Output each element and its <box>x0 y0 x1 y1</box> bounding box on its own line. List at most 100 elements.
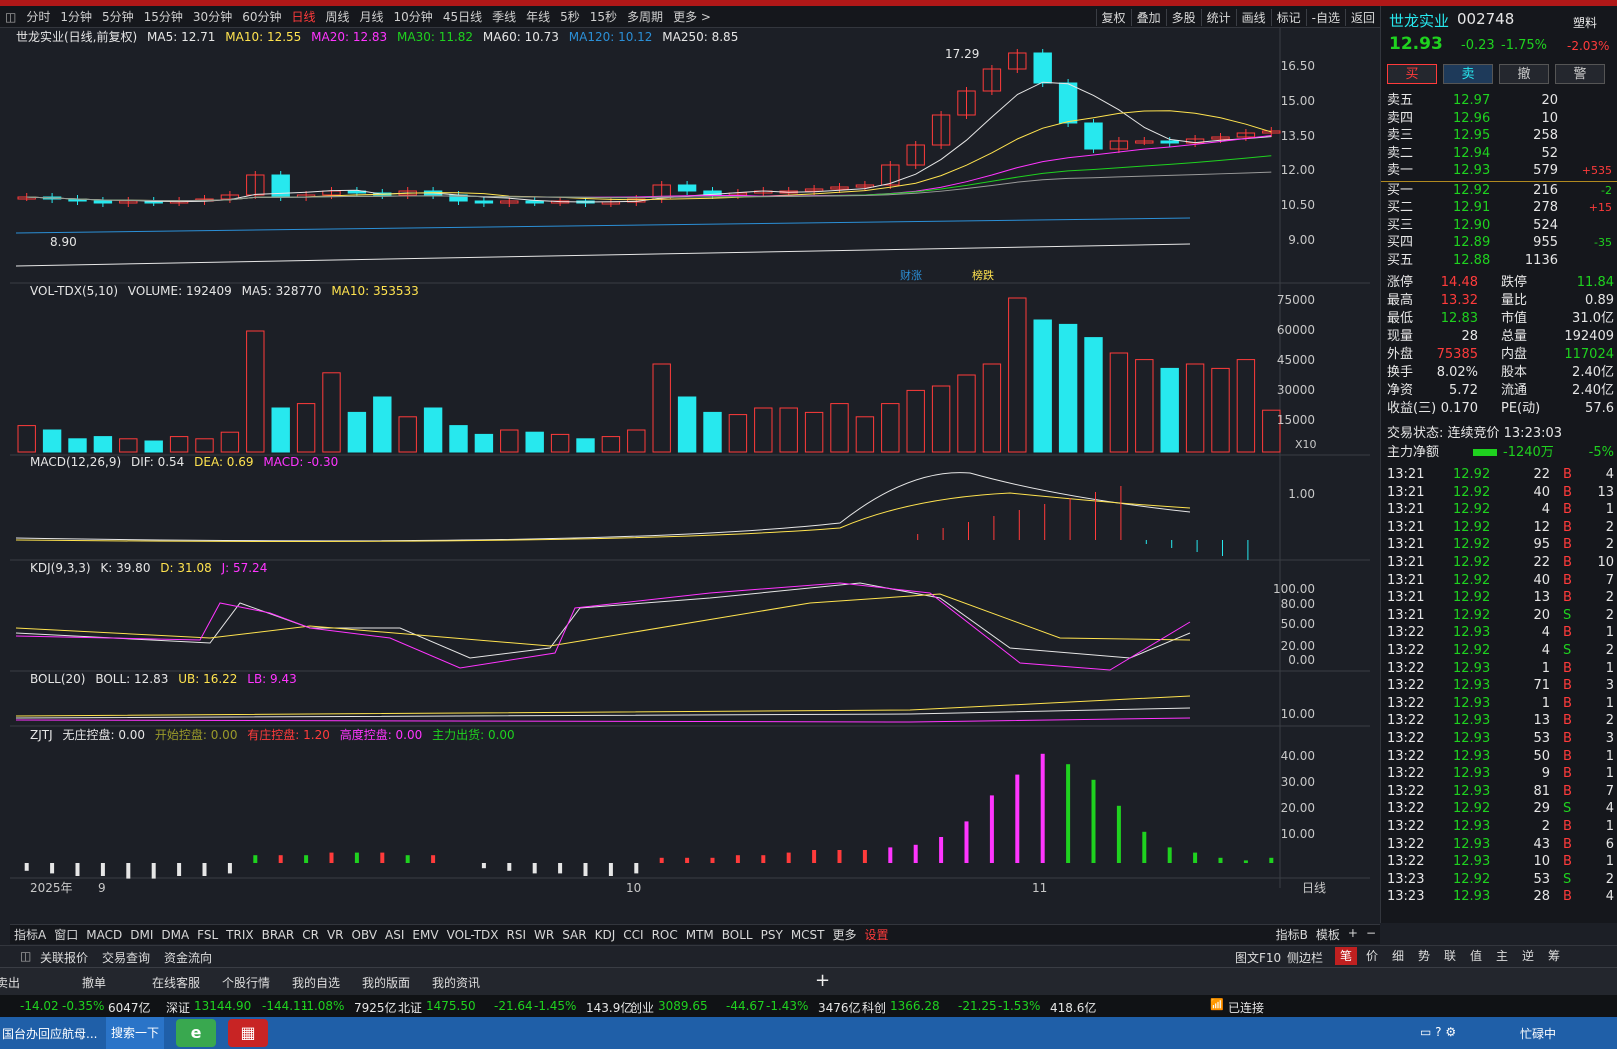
indicator-tab[interactable]: CCI <box>623 927 644 942</box>
indicator-tab[interactable]: TRIX <box>226 927 254 942</box>
period-tab[interactable]: 季线 <box>492 10 517 24</box>
sub-tab[interactable]: 交易查询 <box>102 951 151 965</box>
trade-button-3[interactable]: 警 <box>1555 64 1605 84</box>
indicator-tab[interactable]: ASI <box>385 927 405 942</box>
indicator-tab[interactable]: 设置 <box>864 928 889 942</box>
period-tab[interactable]: 10分钟 <box>393 10 433 24</box>
quote-tab[interactable]: 势 <box>1417 949 1430 963</box>
trade-button-0[interactable]: 买 <box>1387 64 1437 84</box>
period-tab[interactable]: 分时 <box>26 10 51 24</box>
candle <box>931 114 951 146</box>
period-tab[interactable]: 15分钟 <box>143 10 183 24</box>
trade-button-1[interactable]: 卖 <box>1443 64 1493 84</box>
kline-chart[interactable]: 17.29 8.90 财涨 榜跌 16.50 15.00 13.50 12.00 10.50 9… <box>10 28 1370 910</box>
tool-button[interactable]: 标记 <box>1270 8 1306 26</box>
taskbar-search[interactable]: 搜索一下 <box>106 1017 164 1049</box>
action-button[interactable]: 在线客服 <box>152 976 201 990</box>
indicator-tab[interactable]: BRAR <box>261 927 295 942</box>
quote-tab[interactable]: 价 <box>1365 949 1378 963</box>
indicator-tab[interactable]: DMA <box>161 927 190 942</box>
period-tab[interactable]: 1分钟 <box>60 10 92 24</box>
indicator-tab[interactable]: RSI <box>506 927 527 942</box>
tick-time: 13:21 <box>1387 572 1425 588</box>
action-button[interactable]: 撤单 <box>82 976 107 990</box>
indicator-tab[interactable]: KDJ <box>594 927 616 942</box>
indicator-tab[interactable]: PSY <box>760 927 783 942</box>
panel-toggle-icon[interactable]: ◫ <box>20 949 32 963</box>
quote-tab[interactable]: 值 <box>1469 949 1482 963</box>
indicator-tab[interactable]: DMI <box>130 927 154 942</box>
indicator-tab[interactable]: 指标A <box>14 928 47 942</box>
indicator-right-tab[interactable]: + <box>1347 926 1358 940</box>
browser-icon[interactable]: e <box>176 1019 216 1047</box>
add-icon[interactable]: + <box>815 970 831 991</box>
volume-bar <box>855 416 875 453</box>
indicator-tab[interactable]: VR <box>326 927 344 942</box>
period-tab[interactable]: 更多 > <box>673 10 711 24</box>
indicator-tab[interactable]: 更多 <box>832 928 857 942</box>
quote-tab[interactable]: 逆 <box>1521 949 1534 963</box>
indicator-tab[interactable]: WR <box>534 927 555 942</box>
tool-button[interactable]: 复权 <box>1095 8 1131 26</box>
indicator-right-tab[interactable]: 指标B <box>1275 928 1308 942</box>
period-tab[interactable]: 月线 <box>359 10 384 24</box>
tick-price: 12.93 <box>1453 854 1491 870</box>
tick-count: 4 <box>1605 467 1614 482</box>
tool-button[interactable]: 返回 <box>1344 8 1380 26</box>
quote-tab[interactable]: 联 <box>1443 949 1456 963</box>
period-tab[interactable]: 多周期 <box>627 10 664 24</box>
period-tab[interactable]: 年线 <box>526 10 551 24</box>
tool-button[interactable]: -自选 <box>1305 8 1345 26</box>
tool-button[interactable]: 多股 <box>1165 8 1201 26</box>
volume-bar <box>1185 363 1205 453</box>
indicator-tab[interactable]: FSL <box>197 927 219 942</box>
action-button[interactable]: 我的自选 <box>292 976 341 990</box>
period-tab[interactable]: 30分钟 <box>192 10 233 24</box>
action-button[interactable]: 我的资讯 <box>432 976 481 990</box>
sub-tab[interactable]: 资金流向 <box>164 951 213 965</box>
tool-button[interactable]: 统计 <box>1200 8 1236 26</box>
quote-tab[interactable]: 细 <box>1391 949 1404 963</box>
period-tab[interactable]: 15秒 <box>589 10 618 24</box>
tool-button[interactable]: 叠加 <box>1130 8 1166 26</box>
indicator-tab[interactable]: SAR <box>562 927 587 942</box>
sub-tab[interactable]: 关联报价 <box>40 951 89 965</box>
indicator-right-tab[interactable]: 模板 <box>1315 928 1340 942</box>
indicator-tab[interactable]: EMV <box>412 927 439 942</box>
action-button[interactable]: 卖出 <box>0 976 21 990</box>
sub-right-tab[interactable]: 侧边栏 <box>1287 951 1324 965</box>
vol-ma5: MA5: 328770 <box>241 284 322 298</box>
indicator-tab[interactable]: MTM <box>685 927 714 942</box>
trade-button-2[interactable]: 撤 <box>1499 64 1549 84</box>
indicator-tab[interactable]: ROC <box>651 927 678 942</box>
indicator-tab[interactable]: OBV <box>351 927 378 942</box>
sub-right-tab[interactable]: 图文F10 <box>1235 951 1282 965</box>
indicator-right-tab[interactable]: − <box>1365 926 1376 940</box>
indicator-tab[interactable]: 窗口 <box>54 928 79 942</box>
app-icon[interactable]: ▦ <box>228 1019 268 1047</box>
period-tab[interactable]: 45日线 <box>442 10 483 24</box>
period-tab[interactable]: 60分钟 <box>242 10 282 24</box>
taskbar-news[interactable]: 国台办回应航母... <box>2 1027 98 1041</box>
indicator-tab[interactable]: MCST <box>790 927 825 942</box>
indicator-tab[interactable]: CR <box>302 927 319 942</box>
tick-count: 2 <box>1605 871 1614 887</box>
menu-icon[interactable]: ◫ <box>5 9 17 24</box>
tick-volume: 28 <box>1533 889 1550 905</box>
period-tab[interactable]: 日线 <box>291 10 316 24</box>
indicator-tab[interactable]: MACD <box>86 927 123 942</box>
indicator-tab[interactable]: BOLL <box>721 927 753 942</box>
period-tab[interactable]: 5秒 <box>560 10 580 24</box>
action-button[interactable]: 我的版面 <box>362 976 411 990</box>
period-tab[interactable]: 周线 <box>325 10 350 24</box>
period-tab[interactable]: 5分钟 <box>102 10 134 24</box>
quote-tab[interactable]: 筹 <box>1547 949 1560 963</box>
ask-row: 卖四 12.96 10 <box>1381 110 1617 128</box>
window-top-strip <box>0 0 1617 6</box>
quote-tab[interactable]: 主 <box>1495 949 1508 963</box>
quote-tab[interactable]: 笔 <box>1335 947 1357 965</box>
indicator-tab[interactable]: VOL-TDX <box>446 927 499 942</box>
tick-count: 2 <box>1605 537 1614 553</box>
action-button[interactable]: 个股行情 <box>222 976 271 990</box>
tool-button[interactable]: 画线 <box>1235 8 1271 26</box>
